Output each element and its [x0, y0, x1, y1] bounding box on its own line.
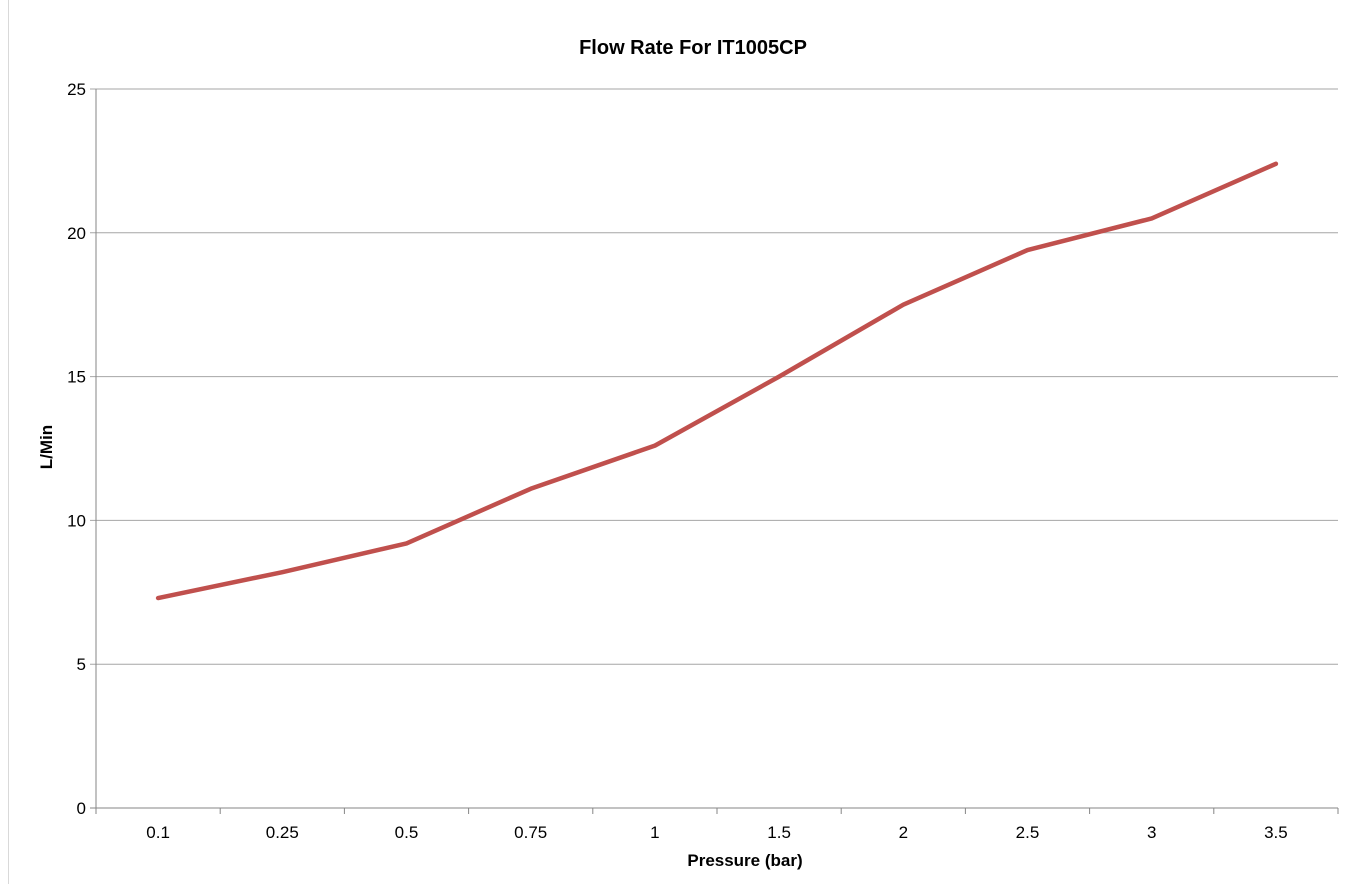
- y-axis-label: L/Min: [37, 425, 56, 469]
- y-tick-label: 25: [67, 80, 86, 99]
- series-line: [155, 161, 1279, 601]
- x-tick-label: 0.25: [266, 823, 299, 842]
- y-tick-label: 10: [67, 511, 86, 530]
- y-tick-label: 15: [67, 368, 86, 387]
- x-tick-labels: 0.1 0.25 0.5 0.75 1 1.5 2 2.5 3 3.5: [146, 823, 1287, 842]
- x-tick-label: 0.5: [395, 823, 419, 842]
- gridlines: [90, 88, 1338, 665]
- y-tick-labels: 0 5 10 15 20 25: [67, 80, 86, 818]
- x-tick-label: 0.1: [146, 823, 170, 842]
- chart-left-border: [8, 0, 9, 884]
- x-tick-label: 1.5: [767, 823, 791, 842]
- y-tick-label: 5: [77, 655, 86, 674]
- x-tick-label: 0.75: [514, 823, 547, 842]
- series-lines: [155, 161, 1279, 601]
- x-axis-label: Pressure (bar): [687, 851, 802, 870]
- x-tick-label: 2: [899, 823, 908, 842]
- x-tick-label: 3: [1147, 823, 1156, 842]
- axes: [90, 89, 1339, 814]
- x-tick-label: 1: [650, 823, 659, 842]
- y-tick-label: 0: [77, 799, 86, 818]
- y-tick-label: 20: [67, 224, 86, 243]
- chart-title: Flow Rate For IT1005CP: [579, 37, 807, 59]
- x-tick-label: 3.5: [1264, 823, 1288, 842]
- x-tick-label: 2.5: [1016, 823, 1040, 842]
